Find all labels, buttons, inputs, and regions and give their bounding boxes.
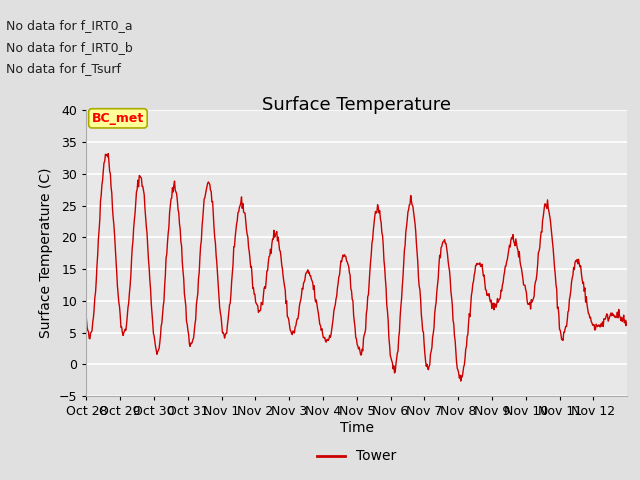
Text: BC_met: BC_met (92, 112, 144, 125)
Text: No data for f_IRT0_a: No data for f_IRT0_a (6, 19, 133, 32)
Legend: Tower: Tower (312, 444, 402, 469)
Text: No data for f_IRT0_b: No data for f_IRT0_b (6, 41, 133, 54)
Y-axis label: Surface Temperature (C): Surface Temperature (C) (39, 168, 53, 338)
Text: No data for f_Tsurf: No data for f_Tsurf (6, 62, 122, 75)
X-axis label: Time: Time (340, 421, 374, 435)
Title: Surface Temperature: Surface Temperature (262, 96, 451, 114)
